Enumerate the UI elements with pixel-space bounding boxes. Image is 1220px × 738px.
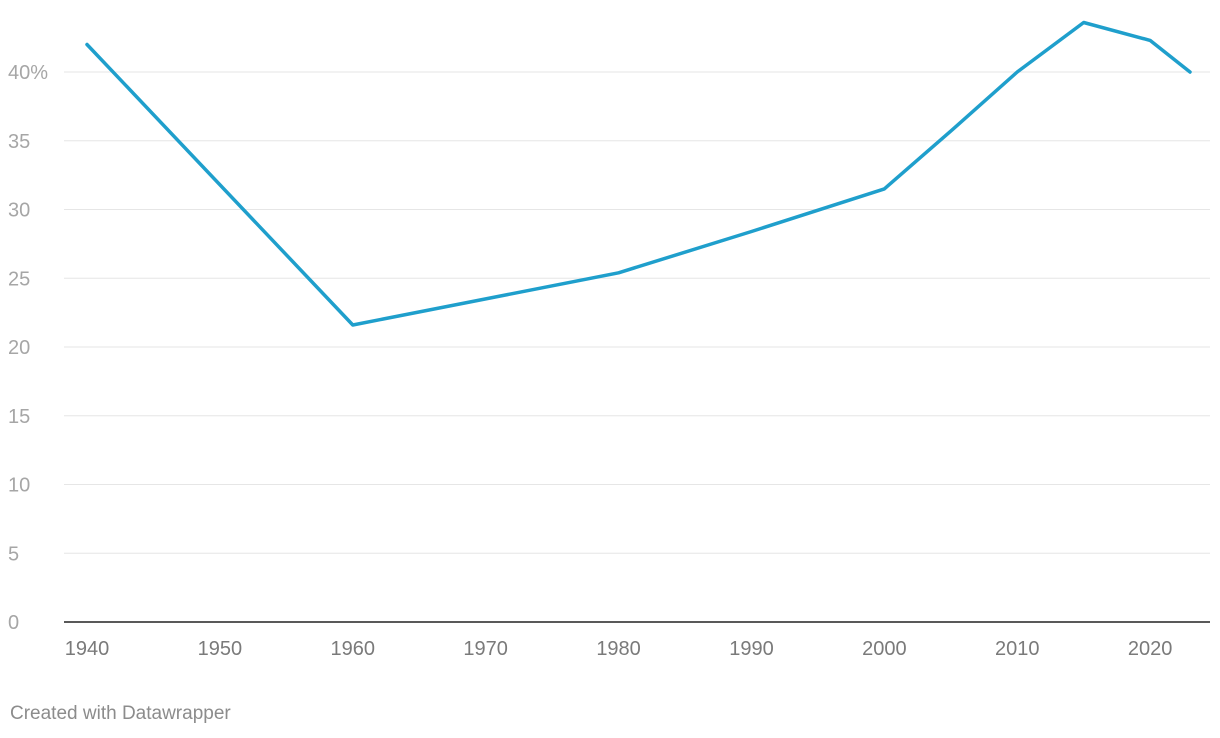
x-tick-label: 1950 [198,638,243,660]
y-tick-label: 15 [8,406,30,428]
x-tick-label: 2000 [862,638,907,660]
x-tick-label: 2010 [995,638,1040,660]
x-tick-label: 1990 [729,638,774,660]
x-axis-ticks: 1940 1950 1960 1970 1980 1990 2000 2010 2020 [65,638,1173,660]
y-tick-label: 20 [8,337,30,359]
x-tick-label: 2020 [1128,638,1173,660]
y-tick-label: 5 [8,543,19,565]
series-lines [85,20,1192,327]
gridlines [64,71,1210,554]
x-tick-label: 1960 [331,638,376,660]
y-tick-label: 0 [8,612,19,634]
series-line-0 [85,20,1192,327]
y-tick-label: 40% [8,62,48,84]
credit-text: Created with Datawrapper [10,703,231,724]
y-tick-label: 30 [8,200,30,222]
y-tick-label: 35 [8,131,30,153]
y-axis-ticks: 0 5 10 15 20 25 30 35 40% [8,62,48,634]
y-tick-label: 10 [8,475,30,497]
x-tick-label: 1940 [65,638,110,660]
x-tick-label: 1980 [596,638,641,660]
x-tick-label: 1970 [463,638,508,660]
y-tick-label: 25 [8,268,30,290]
